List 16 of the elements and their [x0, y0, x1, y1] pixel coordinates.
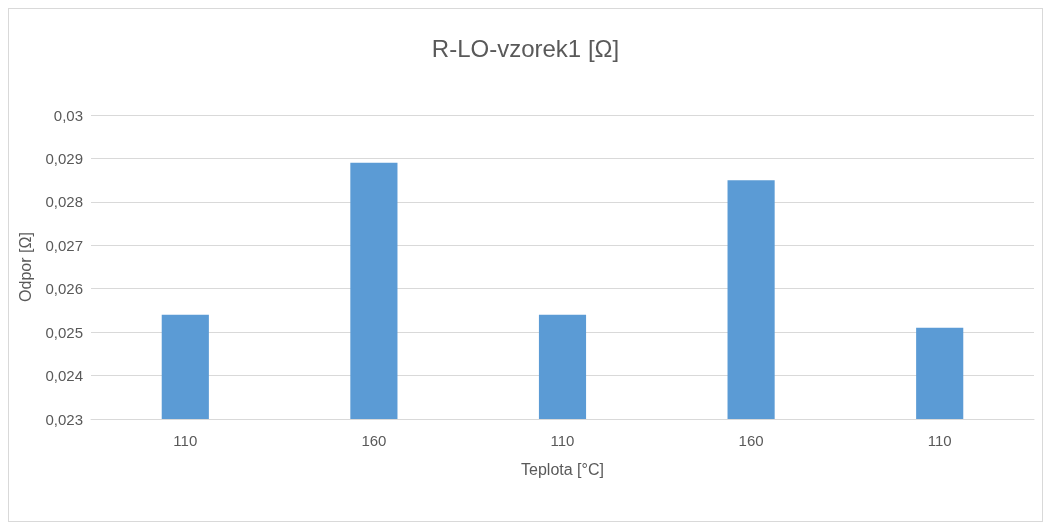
y-tick-label: 0,03: [53, 106, 83, 124]
x-tick-label: 110: [927, 432, 952, 449]
x-tick-label: 110: [550, 432, 575, 449]
y-tick-label: 0,025: [45, 323, 83, 341]
chart-title: R-LO-vzorek1 [Ω]: [431, 34, 620, 62]
x-tick-label: 110: [173, 432, 198, 449]
y-tick-label: 0,023: [45, 410, 83, 428]
x-tick-label: 160: [361, 432, 387, 449]
x-tick-label: 160: [738, 432, 764, 449]
y-tick-label: 0,027: [45, 236, 83, 254]
y-tick-label: 0,026: [45, 280, 83, 298]
y-tick-label: 0,028: [45, 193, 83, 211]
y-tick-label: 0,029: [45, 149, 83, 167]
y-axis-title: Odpor [Ω]: [16, 232, 34, 302]
y-tick-label: 0,024: [45, 367, 83, 385]
x-axis-title: Teplota [°C]: [521, 460, 604, 478]
